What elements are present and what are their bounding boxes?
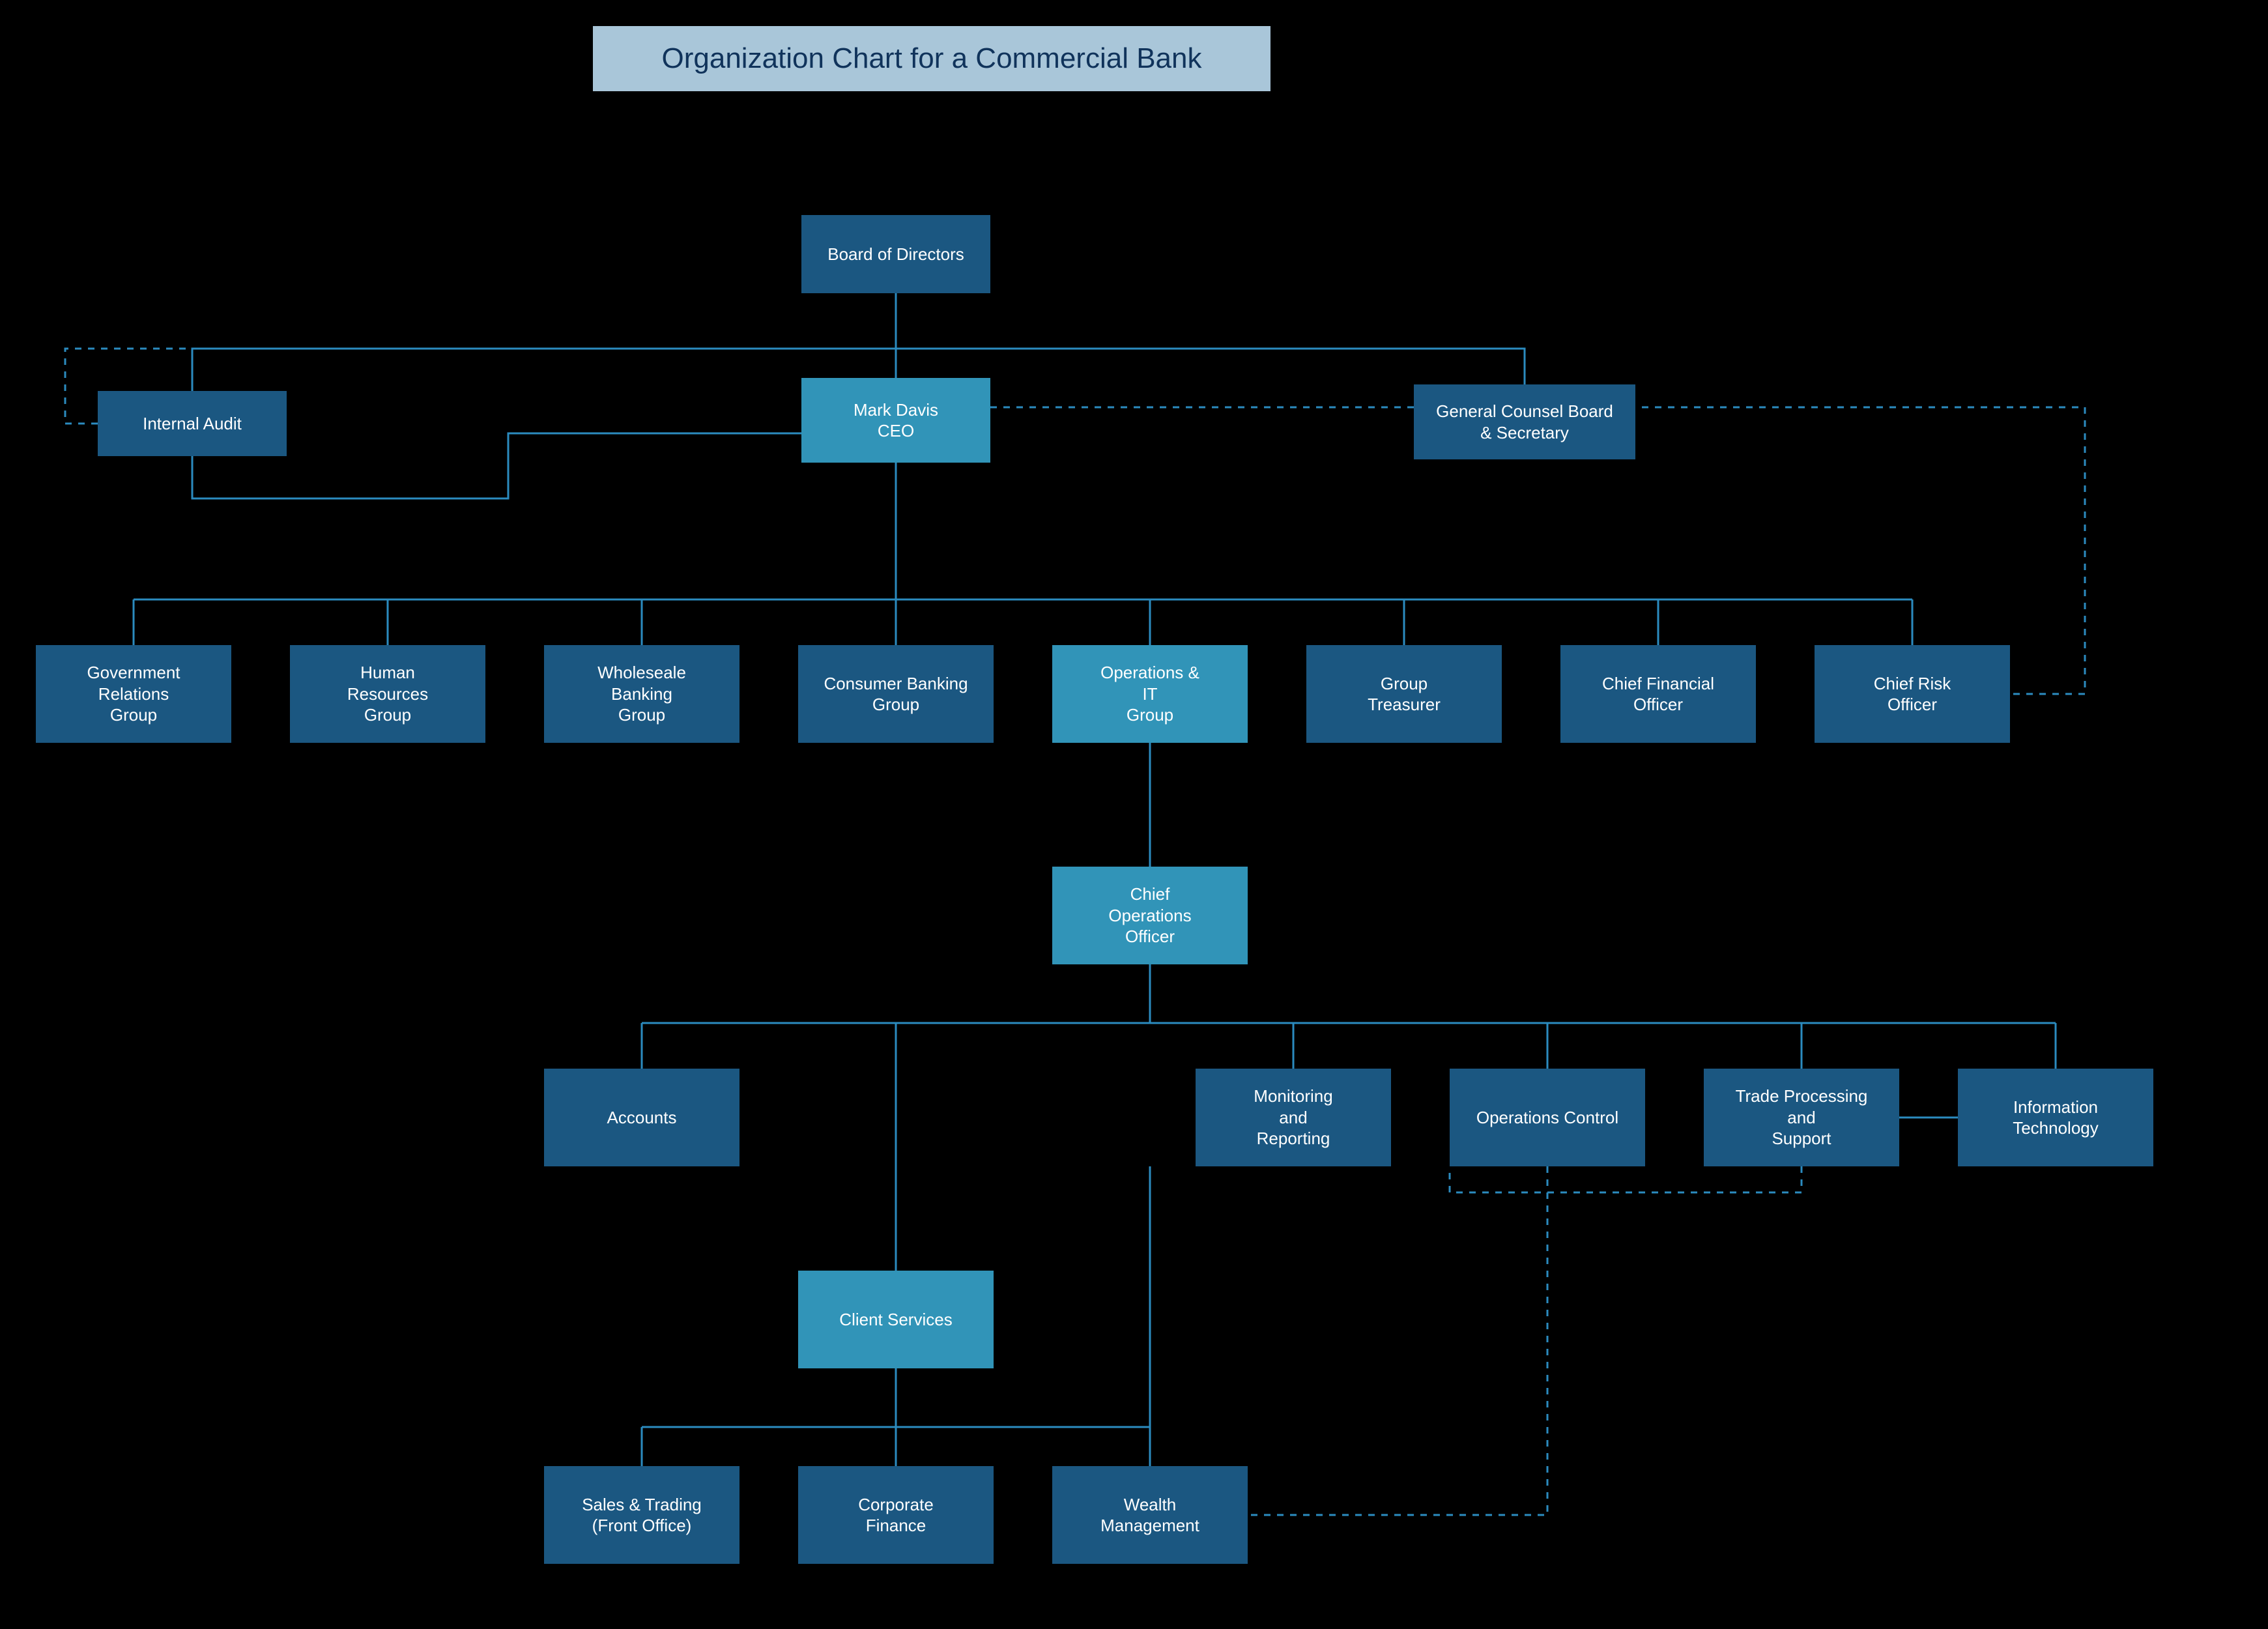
node-corp_fin: CorporateFinance — [798, 1466, 994, 1564]
node-internal_audit: Internal Audit — [98, 391, 287, 456]
node-label-line: General Counsel Board — [1436, 401, 1613, 422]
node-label-line: Management — [1100, 1515, 1199, 1536]
node-hr: HumanResourcesGroup — [290, 645, 485, 743]
node-consumer: Consumer BankingGroup — [798, 645, 994, 743]
node-label-line: (Front Office) — [592, 1515, 692, 1536]
connectors-layer — [0, 0, 2268, 1629]
node-label-line: and — [1787, 1107, 1815, 1129]
node-label-line: Group — [1127, 704, 1173, 726]
node-label-line: Officer — [1125, 926, 1175, 947]
node-label-line: Government — [87, 662, 180, 684]
node-label-line: Officer — [1633, 694, 1683, 715]
connector-solid — [192, 349, 896, 391]
node-label-line: Group — [618, 704, 665, 726]
node-label-line: CEO — [878, 420, 914, 442]
node-label-line: IT — [1142, 684, 1157, 705]
node-label-line: Chief Risk — [1874, 673, 1951, 695]
node-label-line: Sales & Trading — [582, 1494, 702, 1516]
node-label-line: Group — [1381, 673, 1428, 695]
node-wealth: WealthManagement — [1052, 1466, 1248, 1564]
node-gc: General Counsel Board& Secretary — [1414, 384, 1635, 459]
node-monitoring: MonitoringandReporting — [1196, 1069, 1391, 1166]
node-label-line: Group — [364, 704, 411, 726]
node-label-line: Consumer Banking — [824, 673, 968, 695]
node-label-line: Banking — [611, 684, 672, 705]
chart-title-text: Organization Chart for a Commercial Bank — [662, 42, 1202, 75]
node-label-line: Accounts — [607, 1107, 677, 1129]
node-label-line: and — [1279, 1107, 1307, 1129]
node-it: InformationTechnology — [1958, 1069, 2153, 1166]
node-label-line: Technology — [2013, 1117, 2099, 1139]
node-label-line: & Secretary — [1480, 422, 1569, 444]
node-label-line: Treasurer — [1368, 694, 1441, 715]
chart-title: Organization Chart for a Commercial Bank — [593, 26, 1270, 91]
node-sales_trading: Sales & Trading(Front Office) — [544, 1466, 739, 1564]
node-ops_it: Operations &ITGroup — [1052, 645, 1248, 743]
node-cro: Chief RiskOfficer — [1815, 645, 2010, 743]
node-label-line: Operations Control — [1476, 1107, 1618, 1129]
node-label-line: Information — [2013, 1097, 2098, 1118]
node-label-line: Board of Directors — [827, 244, 964, 265]
node-label-line: Internal Audit — [143, 413, 242, 435]
node-label-line: Finance — [866, 1515, 926, 1536]
node-label-line: Operations & — [1100, 662, 1199, 684]
node-label-line: Officer — [1888, 694, 1937, 715]
node-wholesale: WholesealeBankingGroup — [544, 645, 739, 743]
node-label-line: Chief Financial — [1602, 673, 1714, 695]
node-label-line: Wealth — [1124, 1494, 1176, 1516]
node-ceo: Mark DavisCEO — [801, 378, 990, 463]
node-label-line: Group — [110, 704, 157, 726]
node-gov_rel: GovernmentRelationsGroup — [36, 645, 231, 743]
node-label-line: Trade Processing — [1736, 1086, 1868, 1107]
node-label-line: Human — [360, 662, 415, 684]
node-label-line: Client Services — [839, 1309, 952, 1331]
node-treasurer: GroupTreasurer — [1306, 645, 1502, 743]
node-label-line: Mark Davis — [854, 399, 938, 421]
node-label-line: Monitoring — [1254, 1086, 1332, 1107]
node-cfo: Chief FinancialOfficer — [1560, 645, 1756, 743]
node-label-line: Corporate — [858, 1494, 934, 1516]
node-label-line: Resources — [347, 684, 428, 705]
node-label-line: Operations — [1108, 905, 1191, 927]
node-ops_control: Operations Control — [1450, 1069, 1645, 1166]
node-label-line: Wholeseale — [597, 662, 686, 684]
node-client_svc: Client Services — [798, 1271, 994, 1368]
node-label-line: Support — [1772, 1128, 1831, 1149]
node-accounts: Accounts — [544, 1069, 739, 1166]
node-board: Board of Directors — [801, 215, 990, 293]
org-chart-canvas: Organization Chart for a Commercial Bank… — [0, 0, 2268, 1629]
node-label-line: Chief — [1130, 884, 1170, 905]
node-trade_proc: Trade ProcessingandSupport — [1704, 1069, 1899, 1166]
node-label-line: Group — [872, 694, 919, 715]
connector-dashed — [1450, 1166, 1801, 1192]
node-label-line: Reporting — [1257, 1128, 1330, 1149]
node-coo: ChiefOperationsOfficer — [1052, 867, 1248, 964]
connector-dashed — [1248, 1166, 1547, 1515]
node-label-line: Relations — [98, 684, 169, 705]
